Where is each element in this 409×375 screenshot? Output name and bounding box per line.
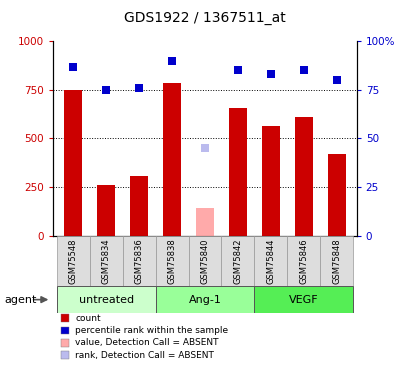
Text: Ang-1: Ang-1 xyxy=(188,295,221,304)
Bar xyxy=(130,176,148,236)
Bar xyxy=(155,286,254,313)
Text: GSM75836: GSM75836 xyxy=(134,238,143,284)
Text: agent: agent xyxy=(4,295,36,304)
Text: GSM75834: GSM75834 xyxy=(101,238,110,284)
Text: rank, Detection Call = ABSENT: rank, Detection Call = ABSENT xyxy=(75,351,213,360)
Bar xyxy=(162,83,181,236)
Bar xyxy=(320,236,353,286)
Bar xyxy=(89,236,122,286)
Bar xyxy=(122,236,155,286)
Bar xyxy=(188,236,221,286)
Text: percentile rank within the sample: percentile rank within the sample xyxy=(75,326,227,335)
Bar xyxy=(56,286,155,313)
Bar xyxy=(327,154,345,236)
Bar xyxy=(228,108,247,236)
Text: count: count xyxy=(75,314,101,322)
Bar xyxy=(294,117,312,236)
Text: GSM75840: GSM75840 xyxy=(200,238,209,284)
Text: GSM75844: GSM75844 xyxy=(266,238,275,284)
Text: value, Detection Call = ABSENT: value, Detection Call = ABSENT xyxy=(75,338,218,347)
Text: GSM75846: GSM75846 xyxy=(299,238,308,284)
Text: untreated: untreated xyxy=(78,295,133,304)
Bar xyxy=(155,236,188,286)
Bar xyxy=(56,236,89,286)
Bar xyxy=(196,208,213,236)
Bar xyxy=(254,286,353,313)
Bar xyxy=(254,236,287,286)
Bar xyxy=(97,184,115,236)
Bar xyxy=(64,90,82,236)
Text: GDS1922 / 1367511_at: GDS1922 / 1367511_at xyxy=(124,11,285,25)
Text: GSM75848: GSM75848 xyxy=(332,238,341,284)
Text: GSM75842: GSM75842 xyxy=(233,238,242,284)
Bar xyxy=(261,126,279,236)
Text: GSM75548: GSM75548 xyxy=(68,238,77,284)
Bar xyxy=(221,236,254,286)
Text: VEGF: VEGF xyxy=(288,295,318,304)
Text: GSM75838: GSM75838 xyxy=(167,238,176,284)
Bar xyxy=(287,236,320,286)
